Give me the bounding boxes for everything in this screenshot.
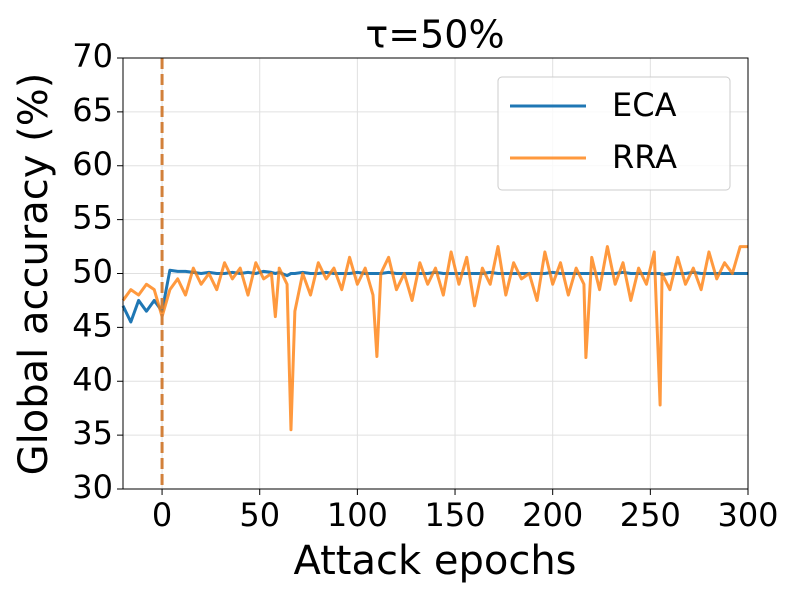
x-tick-label: 300: [717, 496, 778, 534]
x-tick-label: 50: [239, 496, 280, 534]
y-tick-label: 45: [72, 306, 113, 344]
x-tick-label: 100: [327, 496, 388, 534]
y-tick-label: 40: [72, 360, 113, 398]
x-tick-label: 250: [620, 496, 681, 534]
data-line: [121, 245, 748, 432]
y-tick-label: 65: [72, 91, 113, 129]
chart-title: τ=50%: [365, 13, 504, 57]
y-tick-label: 30: [72, 468, 113, 506]
x-tick-label: 200: [522, 496, 583, 534]
x-tick-label: 150: [424, 496, 485, 534]
x-axis-label: Attack epochs: [293, 538, 576, 584]
legend-label: RRA: [612, 138, 677, 176]
y-tick-label: 35: [72, 414, 113, 452]
plot-frame: [122, 57, 749, 490]
y-axis-label: Global accuracy (%): [11, 73, 57, 476]
y-tick-label: 60: [72, 145, 113, 183]
x-tick-label: 0: [152, 496, 172, 534]
y-tick-label: 50: [72, 253, 113, 291]
y-tick-label: 55: [72, 199, 113, 237]
y-tick-label: 70: [72, 37, 113, 75]
legend-label: ECA: [612, 86, 677, 124]
